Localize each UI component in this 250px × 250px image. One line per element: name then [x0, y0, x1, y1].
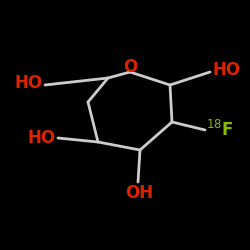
Text: HO: HO	[28, 129, 56, 147]
Text: HO: HO	[212, 61, 240, 79]
Text: HO: HO	[15, 74, 43, 92]
Text: $^{18}$F: $^{18}$F	[206, 120, 234, 140]
Text: OH: OH	[125, 184, 153, 202]
Text: O: O	[123, 58, 137, 76]
